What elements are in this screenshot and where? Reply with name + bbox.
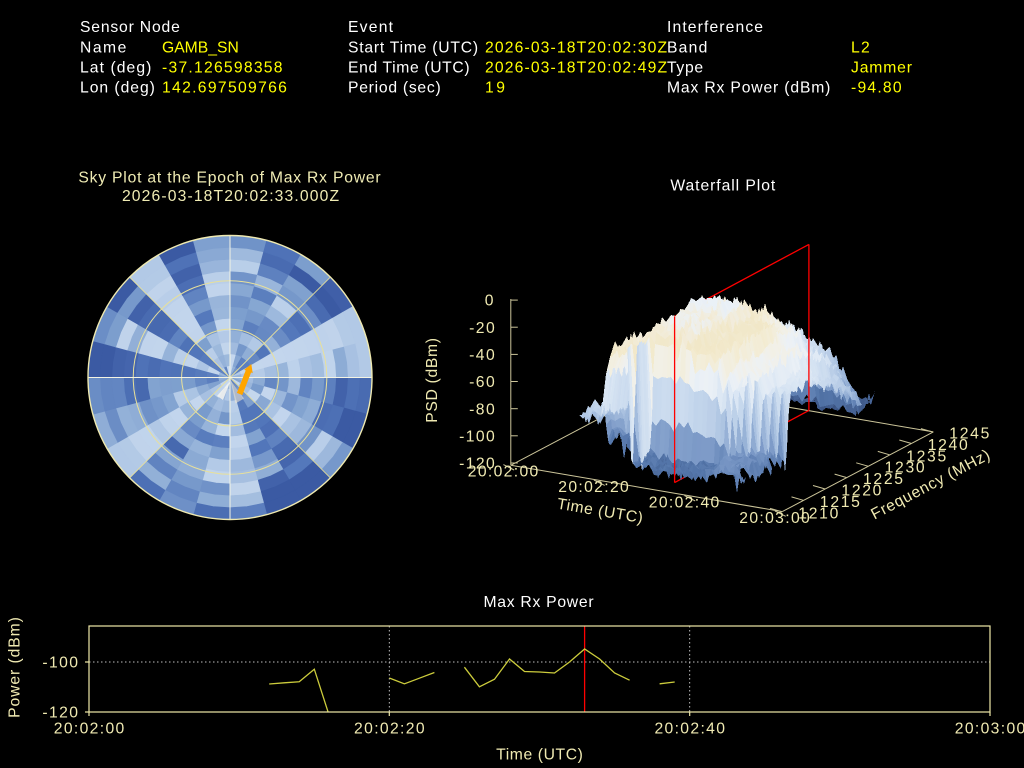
svg-text:20:02:00: 20:02:00 [54, 721, 125, 738]
svg-text:-100: -100 [42, 655, 78, 672]
svg-text:PSD (dBm): PSD (dBm) [424, 338, 441, 423]
svg-text:Type: Type [667, 60, 703, 77]
svg-text:0: 0 [485, 293, 494, 310]
svg-text:20:02:20: 20:02:20 [354, 721, 425, 738]
svg-text:Lat (deg): Lat (deg) [80, 60, 151, 77]
svg-text:Period (sec): Period (sec) [348, 80, 441, 97]
svg-text:Waterfall Plot: Waterfall Plot [670, 178, 776, 195]
svg-text:Jammer: Jammer [851, 60, 912, 77]
svg-text:20:02:40: 20:02:40 [649, 495, 720, 512]
svg-text:-100: -100 [459, 428, 495, 445]
svg-text:-94.80: -94.80 [851, 80, 902, 97]
svg-text:Event: Event [348, 19, 394, 36]
svg-text:20:02:00: 20:02:00 [468, 464, 539, 481]
svg-text:End Time (UTC): End Time (UTC) [348, 60, 470, 77]
svg-text:20:02:40: 20:02:40 [654, 721, 725, 738]
svg-text:Sky Plot at the Epoch of Max R: Sky Plot at the Epoch of Max Rx Power [78, 170, 380, 187]
svg-text:-40: -40 [469, 347, 495, 364]
svg-text:1245: 1245 [949, 426, 989, 443]
svg-text:2026-03-18T20:02:30Z: 2026-03-18T20:02:30Z [485, 40, 668, 57]
svg-text:-20: -20 [469, 320, 495, 337]
svg-text:GAMB_SN: GAMB_SN [162, 40, 239, 57]
svg-text:-80: -80 [469, 401, 495, 418]
svg-text:2026-03-18T20:02:49Z: 2026-03-18T20:02:49Z [485, 60, 668, 77]
svg-text:-120: -120 [42, 705, 78, 722]
svg-text:2026-03-18T20:02:33.000Z: 2026-03-18T20:02:33.000Z [122, 188, 340, 205]
svg-text:-120: -120 [459, 456, 495, 473]
svg-text:Name: Name [80, 40, 127, 57]
svg-text:Max Rx Power (dBm): Max Rx Power (dBm) [667, 80, 830, 97]
svg-text:L2: L2 [851, 40, 870, 57]
svg-text:Interference: Interference [667, 19, 763, 36]
svg-text:20:03:00: 20:03:00 [739, 510, 810, 527]
svg-text:Time (UTC): Time (UTC) [496, 747, 583, 764]
svg-text:-37.126598358: -37.126598358 [162, 60, 283, 77]
svg-text:-60: -60 [469, 374, 495, 391]
svg-text:Max Rx Power: Max Rx Power [483, 594, 593, 611]
svg-text:142.697509766: 142.697509766 [162, 80, 287, 97]
svg-text:Lon (deg): Lon (deg) [80, 80, 155, 97]
svg-text:Band: Band [667, 40, 707, 57]
svg-text:20:02:20: 20:02:20 [558, 479, 629, 496]
svg-text:Power (dBm): Power (dBm) [7, 617, 24, 718]
svg-text:Start Time (UTC): Start Time (UTC) [348, 40, 478, 57]
svg-text:Sensor Node: Sensor Node [80, 19, 180, 36]
